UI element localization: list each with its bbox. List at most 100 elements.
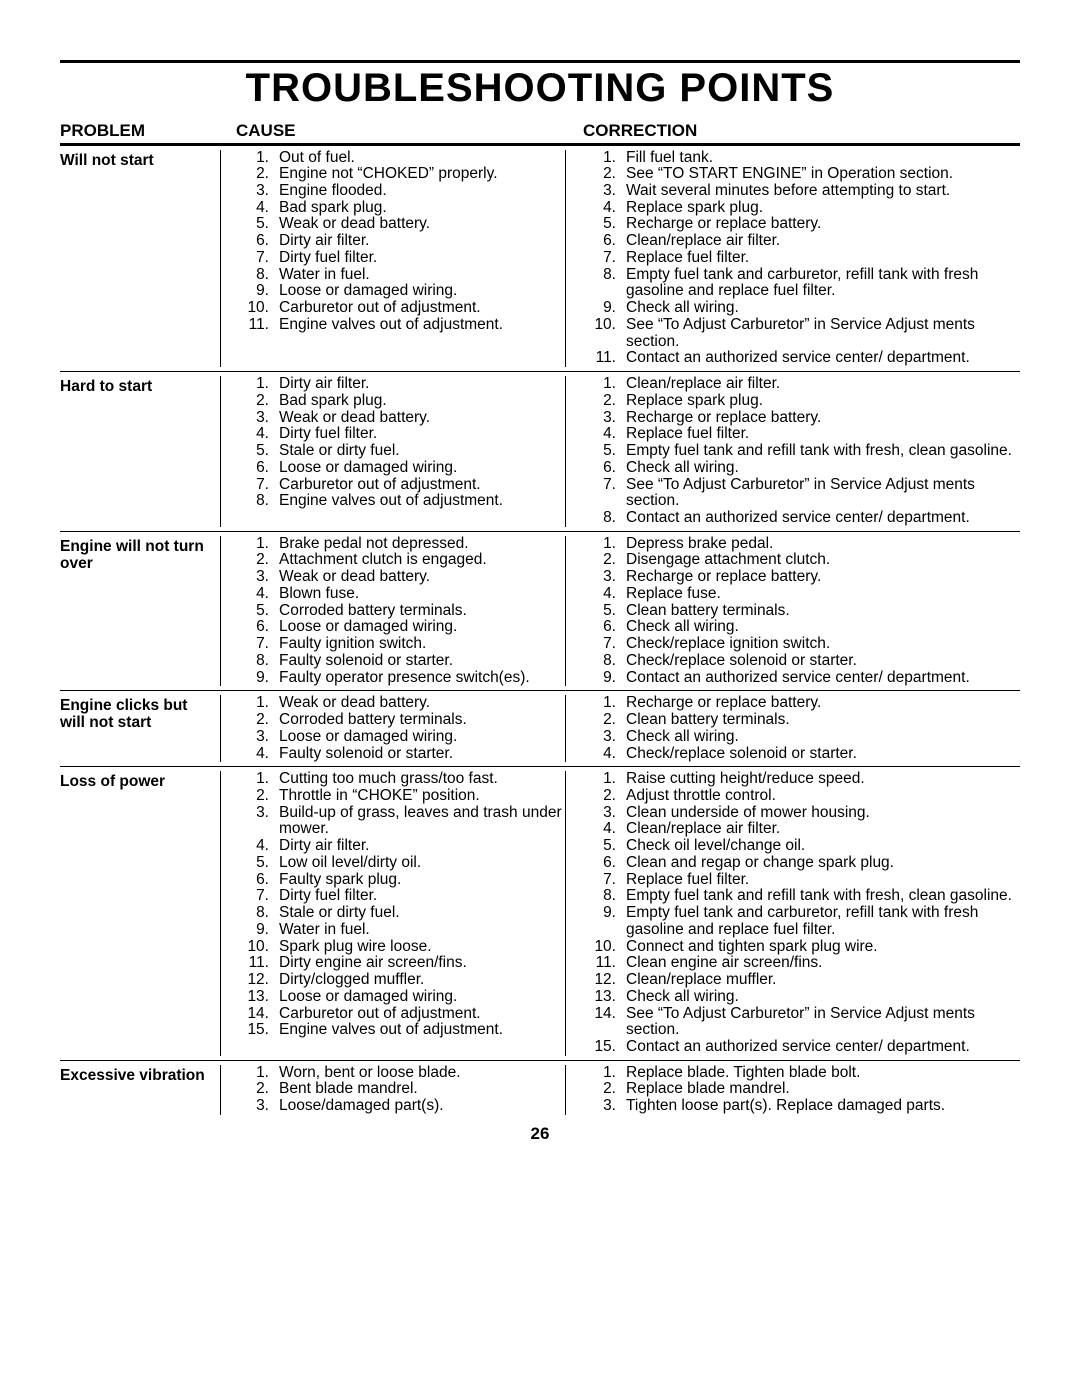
item-number: 3. bbox=[245, 729, 279, 746]
correction-column: 1.Recharge or replace battery.2.Clean ba… bbox=[565, 695, 1020, 762]
item-text: Replace fuel filter. bbox=[626, 250, 1020, 267]
list-item: 3.Clean underside of mower housing. bbox=[584, 805, 1020, 822]
list-item: 3.Loose/damaged part(s). bbox=[237, 1098, 565, 1115]
list-item: 5.Weak or dead battery. bbox=[237, 216, 565, 233]
item-number: 7. bbox=[592, 250, 626, 267]
item-number: 3. bbox=[592, 183, 626, 200]
list-item: 10.Carburetor out of adjustment. bbox=[237, 300, 565, 317]
list-item: 2.Adjust throttle control. bbox=[584, 788, 1020, 805]
item-text: See “To Adjust Carburetor” in Service Ad… bbox=[626, 477, 1020, 510]
item-text: Stale or dirty fuel. bbox=[279, 443, 565, 460]
cause-column: 1.Worn, bent or loose blade.2.Bent blade… bbox=[220, 1065, 565, 1115]
item-number: 3. bbox=[592, 1098, 626, 1115]
cause-column: 1.Dirty air filter.2.Bad spark plug.3.We… bbox=[220, 376, 565, 527]
item-number: 11. bbox=[592, 955, 626, 972]
list-item: 7.Dirty fuel filter. bbox=[237, 888, 565, 905]
item-text: Recharge or replace battery. bbox=[626, 216, 1020, 233]
item-text: Dirty fuel filter. bbox=[279, 426, 565, 443]
item-text: Faulty operator presence switch(es). bbox=[279, 670, 565, 687]
item-number: 6. bbox=[592, 855, 626, 872]
item-text: Attachment clutch is engaged. bbox=[279, 552, 565, 569]
list-item: 6.Loose or damaged wiring. bbox=[237, 460, 565, 477]
item-number: 10. bbox=[245, 939, 279, 956]
item-text: Clean/replace air filter. bbox=[626, 821, 1020, 838]
list-item: 1.Clean/replace air filter. bbox=[584, 376, 1020, 393]
item-number: 8. bbox=[592, 510, 626, 527]
item-number: 3. bbox=[245, 183, 279, 200]
item-text: Loose or damaged wiring. bbox=[279, 460, 565, 477]
item-number: 1. bbox=[592, 1065, 626, 1082]
item-text: Weak or dead battery. bbox=[279, 410, 565, 427]
cause-column: 1.Out of fuel.2.Engine not “CHOKED” prop… bbox=[220, 150, 565, 368]
item-number: 3. bbox=[245, 410, 279, 427]
item-number: 4. bbox=[592, 586, 626, 603]
list-item: 6.Check all wiring. bbox=[584, 460, 1020, 477]
list-item: 2.Replace spark plug. bbox=[584, 393, 1020, 410]
item-number: 6. bbox=[592, 233, 626, 250]
item-text: Dirty engine air screen/fins. bbox=[279, 955, 565, 972]
list-item: 11.Engine valves out of adjustment. bbox=[237, 317, 565, 334]
correction-column: 1.Fill fuel tank.2.See “TO START ENGINE”… bbox=[565, 150, 1020, 368]
list-item: 5.Recharge or replace battery. bbox=[584, 216, 1020, 233]
item-text: Empty fuel tank and refill tank with fre… bbox=[626, 443, 1020, 460]
correction-column: 1.Raise cutting height/reduce speed.2.Ad… bbox=[565, 771, 1020, 1055]
table-row: Engine clicks but will not start1.Weak o… bbox=[60, 691, 1020, 767]
header-problem: PROBLEM bbox=[60, 122, 220, 140]
item-number: 2. bbox=[245, 166, 279, 183]
item-text: Replace blade mandrel. bbox=[626, 1081, 1020, 1098]
item-number: 2. bbox=[245, 393, 279, 410]
item-text: Bad spark plug. bbox=[279, 393, 565, 410]
list-item: 1.Dirty air filter. bbox=[237, 376, 565, 393]
item-number: 1. bbox=[592, 771, 626, 788]
item-number: 1. bbox=[245, 771, 279, 788]
list-item: 4.Faulty solenoid or starter. bbox=[237, 746, 565, 763]
item-text: Wait several minutes before attempting t… bbox=[626, 183, 1020, 200]
problem-label: Engine will not turn over bbox=[60, 536, 220, 687]
item-number: 11. bbox=[245, 317, 279, 334]
list-item: 5.Low oil level/dirty oil. bbox=[237, 855, 565, 872]
item-number: 1. bbox=[245, 1065, 279, 1082]
item-number: 4. bbox=[245, 200, 279, 217]
item-number: 9. bbox=[245, 283, 279, 300]
table-header: PROBLEM CAUSE CORRECTION bbox=[60, 122, 1020, 145]
item-number: 1. bbox=[245, 150, 279, 167]
item-text: Contact an authorized service center/ de… bbox=[626, 510, 1020, 527]
item-text: Corroded battery terminals. bbox=[279, 712, 565, 729]
list-item: 5.Corroded battery terminals. bbox=[237, 603, 565, 620]
item-number: 7. bbox=[592, 872, 626, 889]
list-item: 2.Attachment clutch is engaged. bbox=[237, 552, 565, 569]
item-number: 1. bbox=[592, 536, 626, 553]
item-text: See “TO START ENGINE” in Operation secti… bbox=[626, 166, 1020, 183]
problem-label: Hard to start bbox=[60, 376, 220, 527]
item-number: 12. bbox=[592, 972, 626, 989]
item-text: Check oil level/change oil. bbox=[626, 838, 1020, 855]
list-item: 5.Clean battery terminals. bbox=[584, 603, 1020, 620]
correction-column: 1.Clean/replace air filter.2.Replace spa… bbox=[565, 376, 1020, 527]
list-item: 2.Bad spark plug. bbox=[237, 393, 565, 410]
item-number: 1. bbox=[245, 536, 279, 553]
item-number: 2. bbox=[592, 712, 626, 729]
list-item: 5.Empty fuel tank and refill tank with f… bbox=[584, 443, 1020, 460]
item-text: Faulty solenoid or starter. bbox=[279, 653, 565, 670]
item-text: Disengage attachment clutch. bbox=[626, 552, 1020, 569]
list-item: 10.See “To Adjust Carburetor” in Service… bbox=[584, 317, 1020, 350]
item-text: Faulty ignition switch. bbox=[279, 636, 565, 653]
item-text: Clean and regap or change spark plug. bbox=[626, 855, 1020, 872]
item-text: Carburetor out of adjustment. bbox=[279, 477, 565, 494]
item-text: Loose or damaged wiring. bbox=[279, 283, 565, 300]
list-item: 4.Replace fuse. bbox=[584, 586, 1020, 603]
item-number: 8. bbox=[592, 653, 626, 670]
item-number: 8. bbox=[592, 267, 626, 300]
item-number: 10. bbox=[245, 300, 279, 317]
list-item: 7.Dirty fuel filter. bbox=[237, 250, 565, 267]
item-number: 1. bbox=[245, 695, 279, 712]
item-text: Throttle in “CHOKE” position. bbox=[279, 788, 565, 805]
list-item: 5.Stale or dirty fuel. bbox=[237, 443, 565, 460]
list-item: 1.Cutting too much grass/too fast. bbox=[237, 771, 565, 788]
item-text: Water in fuel. bbox=[279, 267, 565, 284]
item-number: 4. bbox=[245, 746, 279, 763]
list-item: 3.Loose or damaged wiring. bbox=[237, 729, 565, 746]
item-number: 11. bbox=[245, 955, 279, 972]
item-text: Brake pedal not depressed. bbox=[279, 536, 565, 553]
list-item: 9.Water in fuel. bbox=[237, 922, 565, 939]
